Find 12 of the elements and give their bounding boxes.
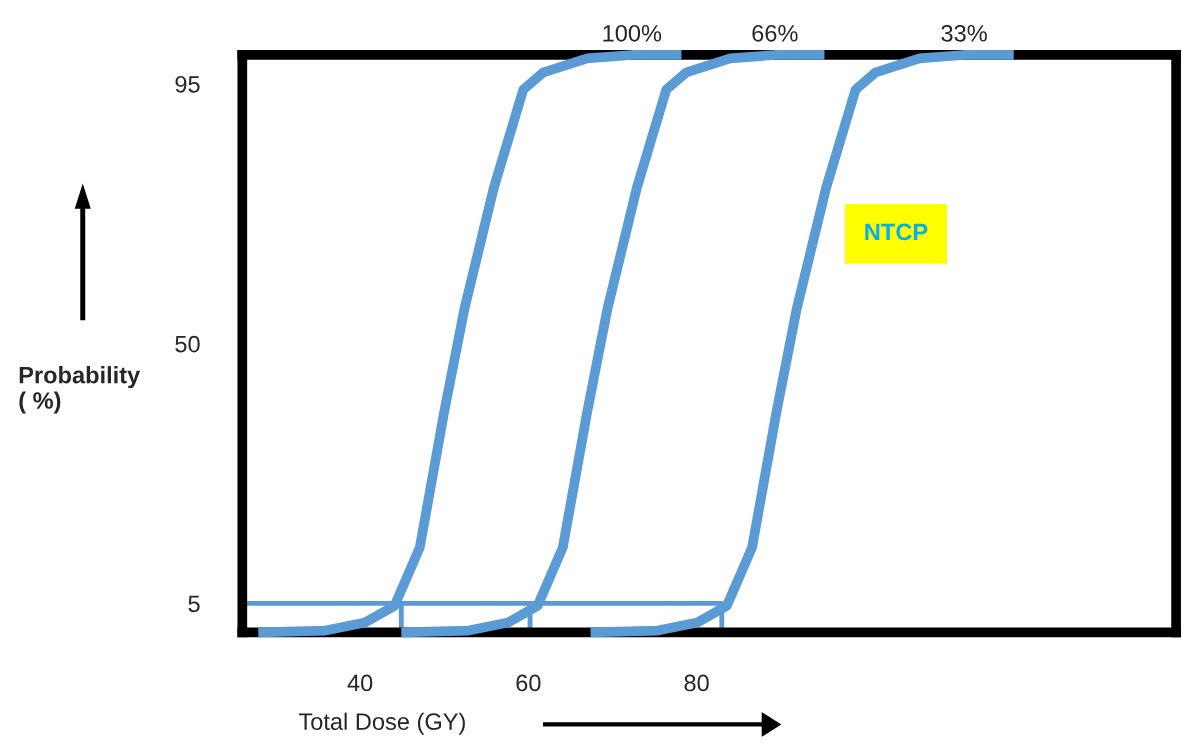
y-tick-label: 95: [175, 75, 200, 93]
y-tick-label: 50: [175, 335, 200, 353]
x-axis-title: Total Dose (GY): [298, 712, 465, 735]
y-axis-title: Probability ( %): [19, 366, 141, 414]
series-label: 100%: [603, 24, 662, 42]
x-tick-label: 60: [516, 674, 541, 692]
series-label: 66%: [752, 24, 798, 42]
x-tick-label: 40: [347, 674, 373, 692]
annotation: NTCP: [865, 223, 928, 241]
y-tick-label: 5: [188, 595, 200, 613]
series-label: 33%: [941, 24, 987, 42]
x-tick-label: 80: [684, 674, 709, 692]
